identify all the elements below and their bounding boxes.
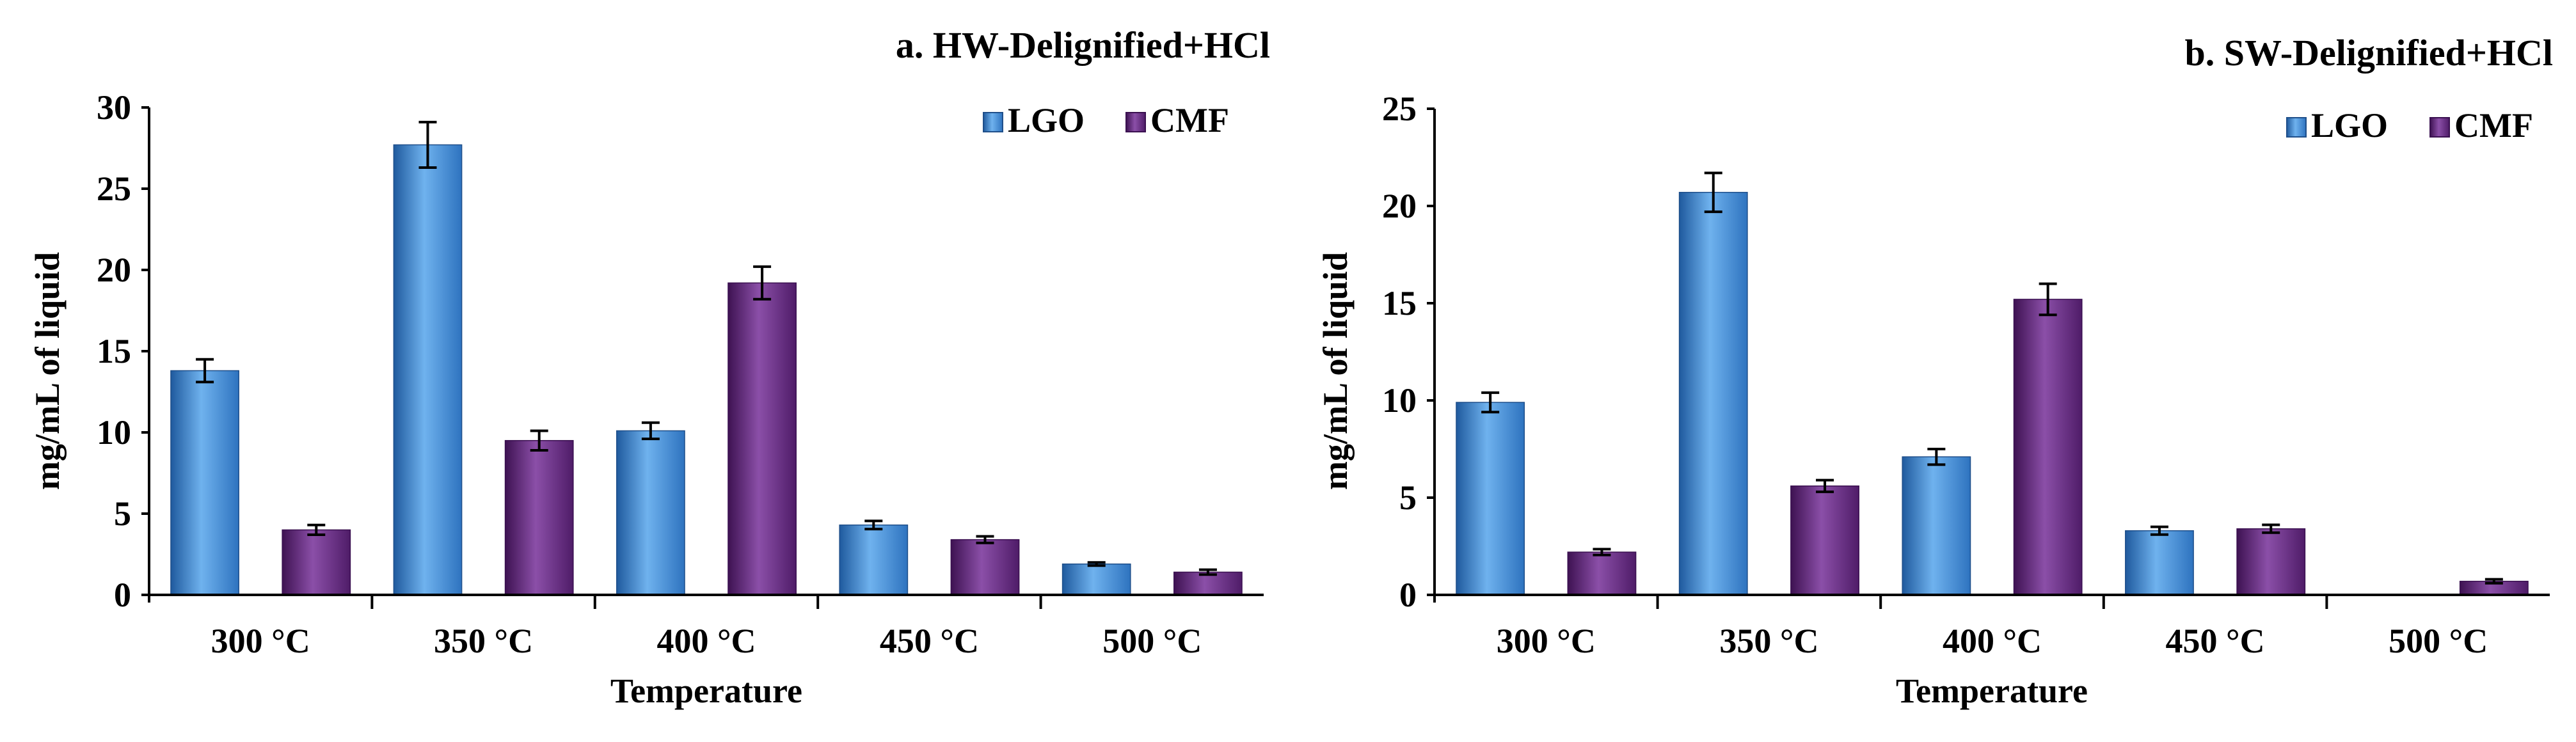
error-bar-lgo-400-c <box>641 421 660 441</box>
x-tick-label: 500 °C <box>1102 622 1202 660</box>
chart-panel-a: a. HW-Delignified+HCl mg/mL of liquid Te… <box>28 24 1270 710</box>
y-tick-label: 5 <box>1399 478 1417 517</box>
chart-title: b. SW-Delignified+HCl <box>2185 32 2554 74</box>
bar-cmf-450-c <box>2236 528 2306 596</box>
x-axis-label: Temperature <box>1896 672 2088 710</box>
chart-title: a. HW-Delignified+HCl <box>896 24 1270 66</box>
error-bar-lgo-300-c <box>196 358 214 384</box>
legend: LGO CMF <box>2286 106 2533 145</box>
x-tick-label: 500 °C <box>2389 622 2488 660</box>
y-tick-label: 30 <box>97 88 131 127</box>
error-bar-lgo-450-c <box>2150 525 2168 536</box>
y-axis-label: mg/mL of liquid <box>28 252 67 490</box>
bar-lgo-500-c <box>1061 563 1131 596</box>
bar-cmf-450-c <box>950 539 1020 596</box>
legend-swatch-lgo <box>983 112 1003 132</box>
y-tick-label: 20 <box>97 251 131 289</box>
y-tick-label: 15 <box>1382 284 1417 322</box>
x-tick-label: 350 °C <box>434 622 533 660</box>
bar-cmf-400-c <box>2013 299 2083 596</box>
legend-swatch-cmf <box>1125 112 1146 132</box>
chart-panel-b: b. SW-Delignified+HCl mg/mL of liquid Te… <box>1316 32 2553 710</box>
error-bar-lgo-500-c <box>1087 561 1106 567</box>
legend-label-cmf: CMF <box>1150 101 1229 139</box>
bar-lgo-300-c <box>170 370 239 596</box>
bar-lgo-450-c <box>2125 530 2194 596</box>
legend-swatch-cmf <box>2429 117 2450 138</box>
bar-cmf-400-c <box>727 282 797 596</box>
bar-lgo-350-c <box>1678 191 1748 596</box>
legend-label-cmf: CMF <box>2454 106 2533 145</box>
x-tick-label: 450 °C <box>880 622 979 660</box>
error-bar-lgo-350-c <box>418 120 437 169</box>
legend-label-lgo: LGO <box>1008 101 1085 139</box>
bar-cmf-350-c <box>504 439 574 596</box>
legend-swatch-lgo <box>2286 117 2307 138</box>
error-bar-lgo-400-c <box>1927 448 1946 466</box>
y-tick-label: 10 <box>97 413 131 452</box>
y-tick-label: 25 <box>1382 90 1417 128</box>
error-bar-lgo-350-c <box>1704 171 1722 214</box>
y-tick-label: 15 <box>97 332 131 370</box>
bar-lgo-350-c <box>393 144 463 596</box>
bar-lgo-450-c <box>839 525 909 596</box>
bar-cmf-300-c <box>1567 551 1637 596</box>
error-bar-cmf-450-c <box>2262 523 2280 534</box>
y-axis-label: mg/mL of liquid <box>1316 252 1355 490</box>
error-bar-cmf-500-c <box>2485 578 2503 585</box>
error-bar-cmf-400-c <box>2039 282 2057 317</box>
bar-cmf-350-c <box>1790 485 1859 596</box>
error-bar-cmf-400-c <box>753 265 772 301</box>
error-bar-cmf-350-c <box>1816 478 1834 493</box>
x-tick-label: 400 °C <box>656 622 756 660</box>
y-tick-label: 0 <box>114 576 131 614</box>
error-bar-cmf-350-c <box>530 429 548 452</box>
error-bar-lgo-450-c <box>864 519 883 531</box>
x-axis-label: Temperature <box>610 672 802 710</box>
x-tick-label: 300 °C <box>1497 622 1596 660</box>
error-bar-cmf-450-c <box>976 535 994 544</box>
x-tick-label: 300 °C <box>211 622 310 660</box>
error-bar-cmf-500-c <box>1198 568 1217 576</box>
y-tick-label: 25 <box>97 170 131 208</box>
y-tick-label: 0 <box>1399 576 1417 614</box>
error-bar-cmf-300-c <box>307 523 326 537</box>
bar-lgo-400-c <box>1902 456 1971 596</box>
error-bar-cmf-300-c <box>1593 548 1611 556</box>
error-bar-lgo-300-c <box>1481 391 1500 414</box>
legend: LGO CMF <box>983 101 1229 139</box>
x-tick-label: 350 °C <box>1719 622 1818 660</box>
x-tick-label: 400 °C <box>1943 622 2042 660</box>
y-tick-label: 10 <box>1382 381 1417 420</box>
legend-label-lgo: LGO <box>2311 106 2388 145</box>
bar-lgo-400-c <box>616 430 685 596</box>
y-tick-label: 5 <box>114 494 131 533</box>
y-tick-label: 20 <box>1382 187 1417 225</box>
bar-lgo-300-c <box>1456 402 1525 596</box>
x-tick-label: 450 °C <box>2166 622 2265 660</box>
bar-cmf-300-c <box>282 529 351 596</box>
